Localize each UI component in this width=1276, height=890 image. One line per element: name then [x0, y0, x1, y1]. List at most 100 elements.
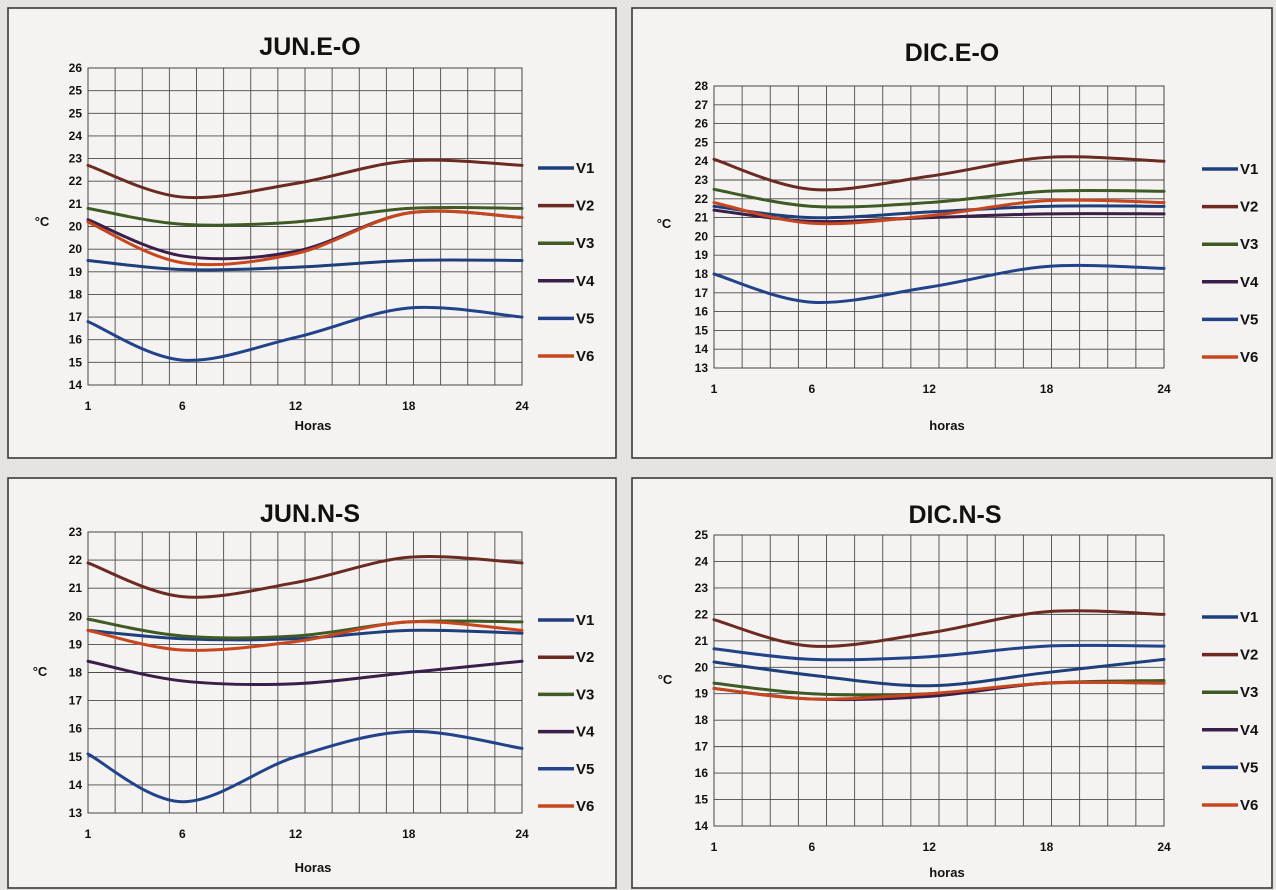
x-axis-label: Horas: [295, 418, 332, 433]
legend-label-v6: V6: [576, 798, 594, 815]
legend-label-v6: V6: [576, 348, 594, 365]
series-line-v1: [712, 204, 1166, 220]
legend-label-v6: V6: [1240, 349, 1258, 366]
x-tick-label: 6: [808, 382, 815, 396]
plot-area: [87, 531, 523, 814]
y-tick-label: 25: [69, 84, 83, 98]
x-tick-label: 12: [289, 827, 303, 841]
legend-label-v3: V3: [1240, 684, 1258, 701]
x-tick-label: 18: [1040, 840, 1054, 854]
series-line-v1: [712, 657, 1166, 688]
legend-label-v4: V4: [576, 273, 595, 290]
legend-label-v2: V2: [576, 198, 594, 215]
y-tick-label: 16: [695, 305, 709, 319]
y-tick-label: 14: [69, 778, 83, 792]
y-tick-label: 19: [695, 687, 709, 701]
y-tick-label: 24: [695, 554, 709, 568]
legend-label-v4: V4: [576, 724, 595, 741]
legend-label-v5: V5: [1240, 311, 1258, 328]
series-line-v1: [86, 628, 524, 642]
x-tick-label: 18: [402, 827, 416, 841]
x-axis-label: Horas: [295, 860, 332, 875]
x-tick-label: 24: [515, 399, 529, 413]
legend-label-v2: V2: [576, 649, 594, 666]
y-axis-label: °C: [33, 664, 48, 679]
legend-label-v1: V1: [1240, 161, 1258, 178]
y-tick-label: 14: [695, 342, 709, 356]
y-tick-label: 23: [695, 173, 709, 187]
y-tick-label: 28: [695, 79, 709, 93]
x-tick-label: 12: [923, 840, 937, 854]
y-tick-label: 26: [69, 61, 83, 75]
series-line-v2: [86, 555, 524, 599]
y-tick-label: 19: [695, 248, 709, 262]
legend-label-v1: V1: [1240, 609, 1258, 626]
y-tick-label: 20: [69, 220, 83, 234]
y-tick-label: 17: [69, 694, 83, 708]
y-tick-label: 14: [69, 378, 83, 392]
y-tick-label: 23: [69, 152, 83, 166]
legend-label-v5: V5: [576, 761, 594, 778]
y-tick-label: 25: [69, 106, 83, 120]
legend-label-v1: V1: [576, 612, 594, 629]
y-tick-label: 20: [69, 609, 83, 623]
x-tick-label: 1: [85, 399, 92, 413]
y-tick-label: 26: [695, 117, 709, 131]
y-axis-label: °C: [35, 214, 50, 229]
x-tick-label: 1: [711, 840, 718, 854]
legend-label-v3: V3: [576, 686, 594, 703]
y-tick-label: 17: [69, 310, 83, 324]
y-tick-label: 18: [69, 666, 83, 680]
y-tick-label: 16: [695, 766, 709, 780]
y-tick-label: 22: [69, 174, 83, 188]
x-tick-label: 6: [179, 827, 186, 841]
y-tick-label: 14: [695, 819, 709, 833]
chart-panel-frame: [631, 7, 1273, 459]
x-tick-label: 18: [402, 399, 416, 413]
x-tick-label: 18: [1040, 382, 1054, 396]
y-tick-label: 15: [69, 355, 83, 369]
series-line-v5: [86, 305, 524, 362]
chart-title: DIC.E-O: [905, 39, 999, 67]
y-tick-label: 20: [695, 229, 709, 243]
y-axis-label: °C: [658, 672, 673, 687]
series-line-v1: [86, 258, 524, 272]
y-tick-label: 22: [695, 607, 709, 621]
series-line-v2: [86, 158, 524, 200]
plot-area: [713, 85, 1165, 369]
x-axis-label: horas: [929, 865, 964, 880]
y-tick-label: 17: [695, 740, 709, 754]
legend-label-v6: V6: [1240, 797, 1258, 814]
y-axis-label: °C: [657, 216, 672, 231]
plot-area: [87, 67, 523, 386]
y-tick-label: 22: [695, 192, 709, 206]
x-tick-label: 24: [515, 827, 529, 841]
chart-title: DIC.N-S: [908, 501, 1001, 529]
legend-label-v3: V3: [1240, 236, 1258, 253]
series-line-v5: [86, 730, 524, 804]
series-line-v6: [712, 680, 1166, 701]
series-line-v4: [86, 659, 524, 686]
x-tick-label: 24: [1157, 840, 1171, 854]
y-tick-label: 25: [695, 135, 709, 149]
series-line-v3: [86, 205, 524, 227]
y-tick-label: 16: [69, 722, 83, 736]
y-tick-label: 15: [695, 323, 709, 337]
y-tick-label: 16: [69, 333, 83, 347]
legend-label-v2: V2: [1240, 199, 1258, 216]
legend-label-v1: V1: [576, 160, 594, 177]
y-tick-label: 15: [695, 793, 709, 807]
chart-title: JUN.E-O: [259, 33, 360, 61]
y-tick-label: 21: [695, 211, 709, 225]
legend-label-v4: V4: [1240, 274, 1259, 291]
y-tick-label: 19: [69, 637, 83, 651]
y-tick-label: 17: [695, 286, 709, 300]
series-line-v3: [86, 617, 524, 640]
y-tick-label: 19: [69, 265, 83, 279]
series-line-v2: [712, 609, 1166, 648]
y-tick-label: 21: [695, 634, 709, 648]
